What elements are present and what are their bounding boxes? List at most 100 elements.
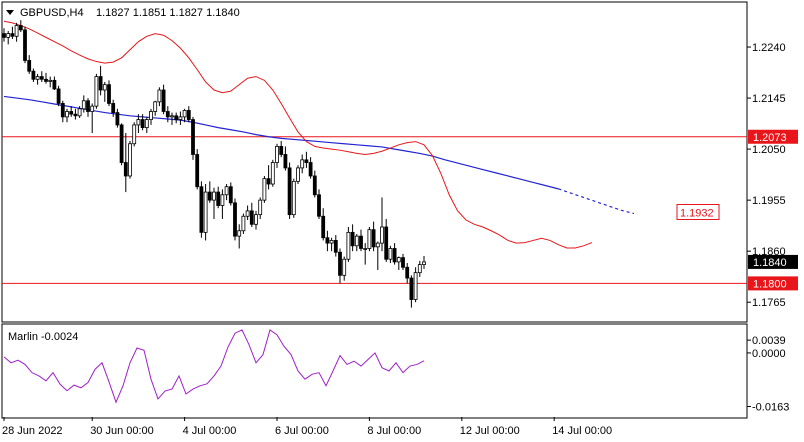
candle-body-bear <box>308 162 313 177</box>
candle-body-bull <box>270 162 275 185</box>
candle-body-bear <box>23 29 27 61</box>
candle-body-bull <box>90 105 95 112</box>
candle-body-bull <box>157 89 162 103</box>
candle-body-bear <box>186 110 191 120</box>
candle <box>396 256 401 270</box>
candle <box>73 108 78 120</box>
candle <box>119 123 124 166</box>
candle <box>338 248 342 284</box>
candle <box>86 98 90 117</box>
candle <box>203 184 208 241</box>
candle-body-bear <box>199 186 204 233</box>
candle <box>191 116 195 160</box>
x-tick-label: 14 Jul 00:00 <box>552 425 612 437</box>
candle-body-bull <box>153 101 158 112</box>
candle-body-bear <box>392 248 397 263</box>
candle-body-bull <box>65 111 69 118</box>
candle-body-bull <box>422 261 426 265</box>
candle <box>283 146 288 171</box>
candle-body-bull <box>396 257 401 263</box>
candle-body-bull <box>254 214 258 225</box>
candle <box>65 108 69 123</box>
candle <box>350 224 355 252</box>
candle <box>422 256 426 269</box>
candle-body-bear <box>107 84 111 104</box>
y-tick-label: 1.2240 <box>752 42 786 54</box>
candle-body-bull <box>363 248 368 250</box>
y-tick-label: 1.2145 <box>752 93 786 105</box>
candle <box>405 262 410 284</box>
candle-body-bull <box>212 191 216 201</box>
candle <box>56 85 61 107</box>
candle-body-bear <box>2 33 6 38</box>
candle <box>228 182 233 206</box>
candle-body-bear <box>60 103 65 118</box>
candle <box>81 95 86 113</box>
candle <box>342 256 347 281</box>
y-tick-label: 1.1765 <box>752 297 786 309</box>
candle-body-bear <box>174 115 179 120</box>
candle-body-bear <box>409 277 414 300</box>
candle <box>123 132 128 193</box>
candle <box>161 84 166 115</box>
candle <box>23 26 27 64</box>
indicator-y-tick-label: 0.0000 <box>752 348 786 360</box>
candle <box>237 224 242 249</box>
candle-body-bull <box>136 119 141 126</box>
candle-body-bull <box>367 229 372 249</box>
candle <box>35 73 40 85</box>
candle-body-bear <box>73 113 78 117</box>
candle-body-bull <box>14 25 19 37</box>
candle <box>241 213 246 234</box>
candle-body-bear <box>338 251 342 276</box>
candle-body-bear <box>123 162 128 177</box>
x-tick-label: 12 Jul 00:00 <box>460 425 520 437</box>
candle-body-bear <box>31 70 36 80</box>
candle <box>77 106 82 118</box>
candle <box>115 108 120 128</box>
candle-body-bear <box>69 111 74 115</box>
candle-body-bear <box>321 215 326 239</box>
candle-body-bull <box>417 264 422 274</box>
candle-body-bear <box>350 231 355 247</box>
price-box-1.2073 <box>748 129 798 144</box>
candle-body-bear <box>119 124 124 163</box>
candle-body-bear <box>191 119 195 155</box>
candle-body-bear <box>325 237 330 244</box>
candle-body-bear <box>233 202 237 237</box>
candle-body-bear <box>283 154 288 169</box>
candle-body-bear <box>266 178 271 185</box>
candle-body-bull <box>329 240 334 244</box>
indicator-layer <box>3 329 425 404</box>
candle-body-bull <box>241 215 246 232</box>
candle-body-bull <box>132 124 137 145</box>
candle <box>157 87 162 107</box>
indicator-y-tick-label: 0.0039 <box>752 335 786 347</box>
candle <box>308 157 313 179</box>
candle-body-bear <box>44 78 48 82</box>
candle <box>287 162 292 219</box>
ma-value-box <box>676 203 720 220</box>
candle-body-bull <box>262 178 267 201</box>
candle <box>233 198 237 241</box>
candle <box>380 197 384 252</box>
candle-body-bull <box>220 194 225 206</box>
candle-body-bear <box>27 60 32 72</box>
candle <box>178 111 183 125</box>
candle <box>333 235 338 257</box>
candle <box>69 106 74 117</box>
ohlc-readout: 1.1827 1.1851 1.1827 1.1840 <box>96 7 240 19</box>
candle-body-bear <box>384 226 389 260</box>
candle <box>417 260 422 277</box>
candle <box>6 30 11 45</box>
candle <box>48 76 53 88</box>
candle <box>39 71 44 82</box>
chevron-down-icon[interactable] <box>6 10 14 15</box>
candle <box>321 208 326 241</box>
moving-average-line <box>3 95 559 190</box>
candle <box>14 22 19 42</box>
candle <box>249 202 254 227</box>
candle <box>10 26 15 39</box>
